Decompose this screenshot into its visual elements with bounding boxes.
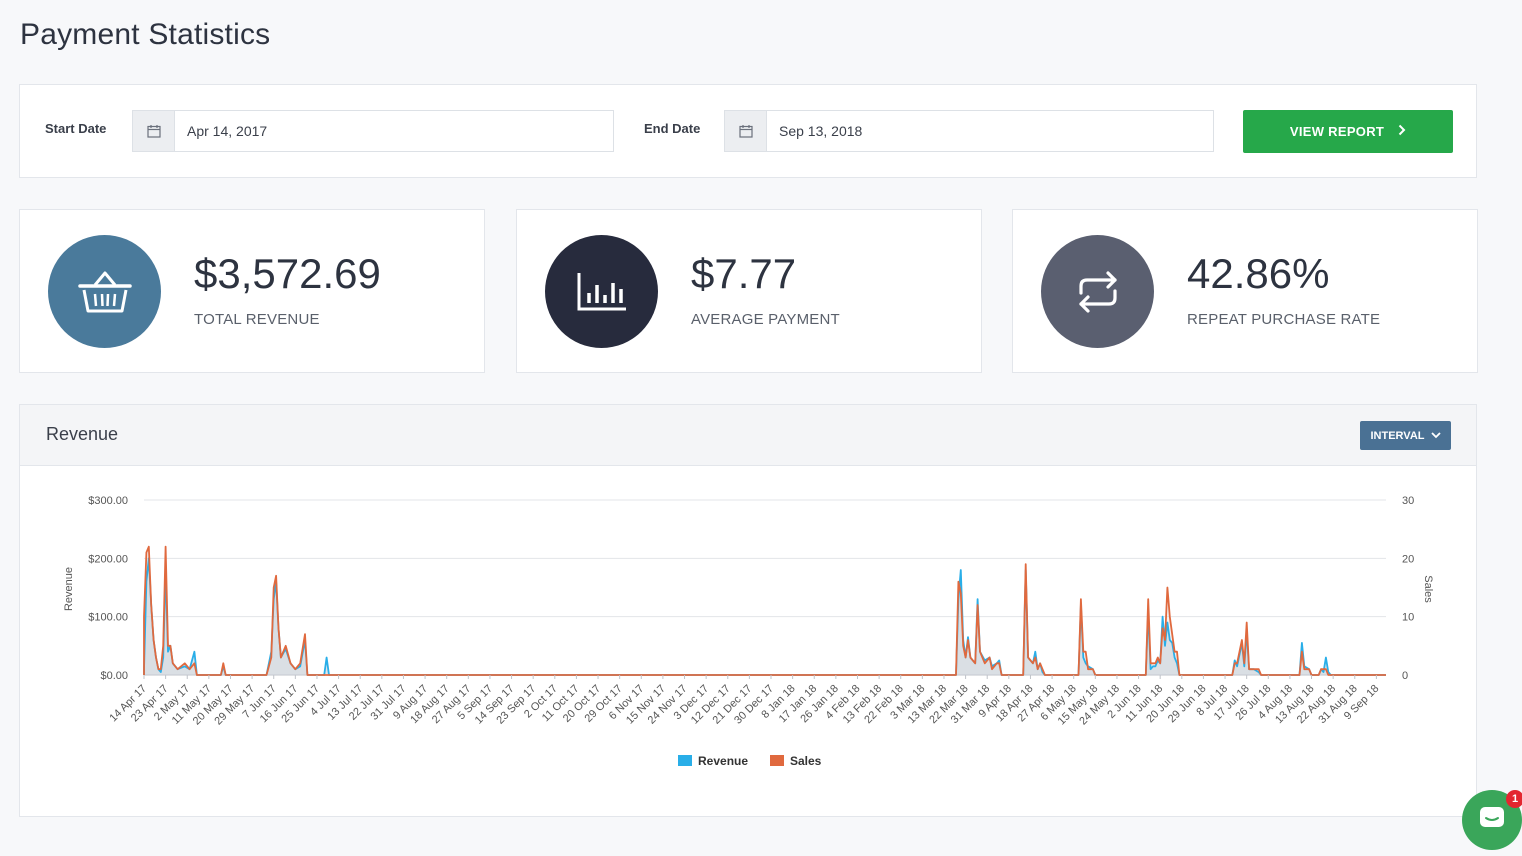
stat-card-total-revenue: $3,572.69 TOTAL REVENUE	[19, 209, 485, 373]
bar-chart-icon	[545, 235, 658, 348]
chart-title: Revenue	[46, 424, 119, 444]
chat-notification-badge: 1	[1506, 790, 1522, 808]
start-date-label: Start Date	[45, 121, 107, 136]
calendar-icon[interactable]	[133, 111, 175, 151]
y-tick-label: $0.00	[100, 670, 128, 682]
stat-value: 42.86%	[1187, 250, 1330, 297]
interval-dropdown[interactable]: INTERVAL	[1360, 421, 1451, 450]
chart-legend: Revenue Sales	[678, 754, 822, 768]
start-date-input[interactable]	[175, 111, 613, 151]
chart-header: Revenue INTERVAL	[20, 405, 1476, 466]
date-filter-panel: Start Date End Date VIEW REPORT	[19, 84, 1477, 178]
y2-tick-label: 30	[1402, 495, 1414, 507]
chat-icon	[1478, 805, 1506, 836]
calendar-icon[interactable]	[725, 111, 767, 151]
legend-swatch-sales	[770, 755, 784, 766]
end-date-group	[724, 110, 1214, 152]
stat-label: REPEAT PURCHASE RATE	[1187, 311, 1381, 328]
y2-tick-label: 0	[1402, 670, 1408, 682]
stat-card-average-payment: $7.77 AVERAGE PAYMENT	[516, 209, 982, 373]
interval-label: INTERVAL	[1370, 429, 1425, 442]
chevron-down-icon	[1430, 430, 1441, 442]
repeat-icon	[1041, 235, 1154, 348]
legend-swatch-revenue	[678, 755, 692, 766]
stat-label: TOTAL REVENUE	[194, 311, 320, 328]
revenue-chart-panel: Revenue INTERVAL $300.00 30 $200.00 20 $100.…	[19, 404, 1477, 817]
y-tick-label: $300.00	[88, 495, 128, 507]
basket-icon	[48, 235, 161, 348]
chevron-right-icon	[1398, 124, 1406, 139]
view-report-button[interactable]: VIEW REPORT	[1243, 110, 1453, 153]
y-axis-label: Revenue	[63, 567, 75, 611]
start-date-group	[132, 110, 614, 152]
page-title: Payment Statistics	[20, 18, 271, 51]
legend-sales[interactable]: Sales	[790, 754, 822, 768]
y-tick-label: $200.00	[88, 553, 128, 565]
series-line-sales[interactable]	[143, 545, 1386, 676]
stat-card-repeat-purchase-rate: 42.86% REPEAT PURCHASE RATE	[1012, 209, 1478, 373]
stat-value: $3,572.69	[194, 250, 381, 297]
series-area-sales	[144, 546, 1386, 675]
y2-tick-label: 10	[1402, 612, 1414, 624]
revenue-chart: $300.00 30$200.00 20$100.00 10$0.00 014 Apr …	[63, 495, 1434, 768]
y-tick-label: $100.00	[88, 612, 128, 624]
end-date-input[interactable]	[767, 111, 1213, 151]
y2-tick-label: 20	[1402, 553, 1414, 565]
view-report-label: VIEW REPORT	[1289, 124, 1385, 139]
end-date-label: End Date	[644, 121, 701, 136]
y2-axis-label: Sales	[1422, 575, 1434, 603]
stat-value: $7.77	[691, 250, 797, 297]
legend-revenue[interactable]: Revenue	[698, 754, 748, 768]
stat-label: AVERAGE PAYMENT	[691, 311, 840, 328]
